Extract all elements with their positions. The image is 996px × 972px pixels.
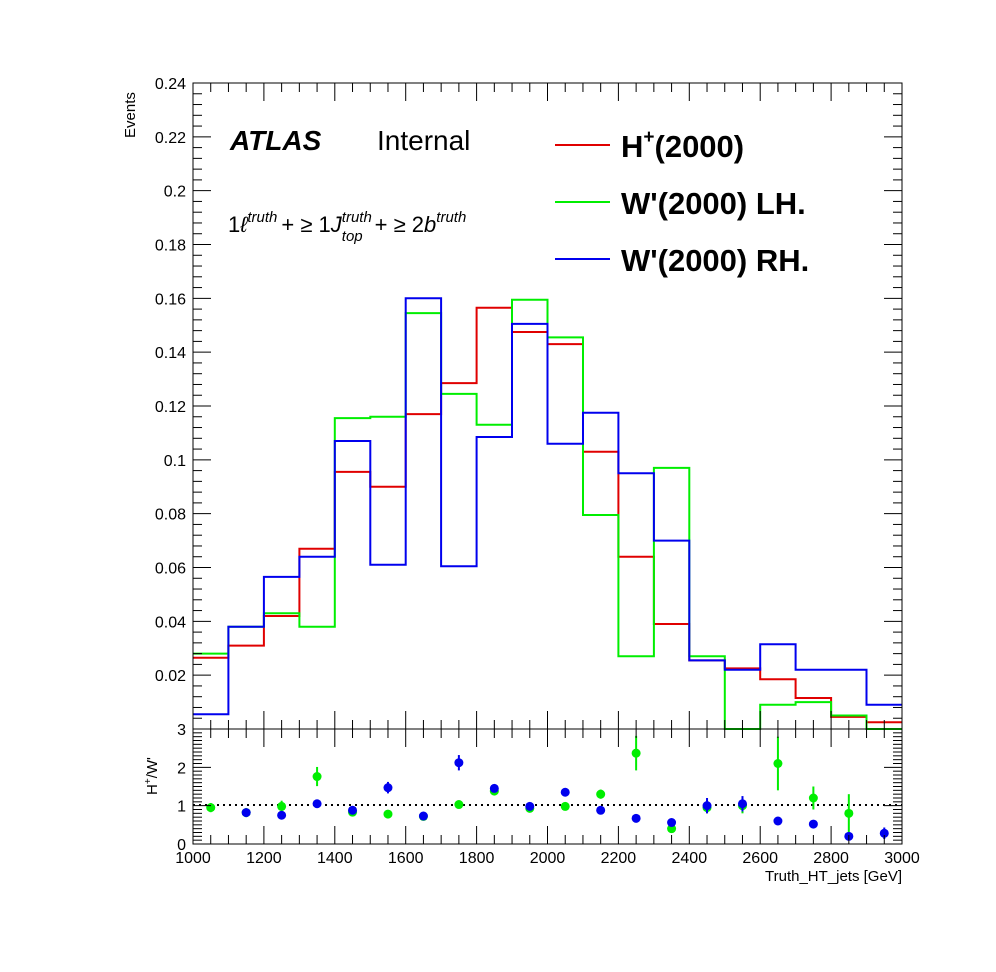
x-tick-label: 1400 xyxy=(317,850,353,867)
x-tick-label: 1800 xyxy=(459,850,495,867)
x-tick-label: 2800 xyxy=(813,850,849,867)
x-tick-label: 1000 xyxy=(175,850,211,867)
ratio-point xyxy=(489,783,499,793)
ratio-point xyxy=(312,799,322,809)
ratio-point xyxy=(631,748,641,758)
ratio-point xyxy=(596,805,606,815)
atlas-label: ATLAS xyxy=(229,125,322,156)
ratio-point xyxy=(312,772,322,782)
selection-b: b xyxy=(424,212,436,237)
selection-lepton-truth: truth xyxy=(247,209,277,226)
ratio-y-tick-label: 1 xyxy=(177,799,186,816)
ratio-point xyxy=(844,808,854,818)
y-tick-label: 0.2 xyxy=(164,184,186,201)
legend-rh-label: W'(2000) RH. xyxy=(621,243,809,278)
ratio-ylabel-tail: /W' xyxy=(144,757,161,778)
selection-plus-jets: + ≥ 1 xyxy=(281,212,330,237)
main-panel: 0.02 0.04 0.06 0.08 0.1 0.12 0.14 0.16 0.18 0.2 0.… xyxy=(122,76,903,730)
legend-h-main: H xyxy=(621,129,643,164)
histogram-line-1 xyxy=(193,298,902,730)
ratio-point xyxy=(383,809,393,819)
ratio-y-tick-label: 3 xyxy=(177,722,186,739)
ratio-y-axis-title: H+/W' xyxy=(143,757,161,795)
y-tick-label: 0.18 xyxy=(155,238,186,255)
ratio-point xyxy=(702,801,712,811)
ratio-point xyxy=(277,801,287,811)
ratio-point xyxy=(773,816,783,826)
ratio-ylabel-main: H xyxy=(144,784,161,795)
main-histograms xyxy=(193,297,902,730)
ratio-point xyxy=(277,810,287,820)
selection-jet-truth: truth xyxy=(342,209,372,226)
internal-label: Internal xyxy=(377,125,470,156)
selection-jet: J xyxy=(330,212,343,237)
x-axis-title: Truth_HT_jets [GeV] xyxy=(765,868,902,885)
y-tick-label: 0.04 xyxy=(155,614,186,631)
y-tick-label: 0.12 xyxy=(155,399,186,416)
legend-lh-label: W'(2000) LH. xyxy=(621,186,806,221)
ratio-point xyxy=(808,793,818,803)
y-tick-label: 0.14 xyxy=(155,345,186,362)
ratio-point xyxy=(454,758,464,768)
selection-label: 1ℓtruth + ≥ 1Jtruth top + ≥ 2btruth xyxy=(228,209,466,245)
ratio-point xyxy=(631,813,641,823)
selection-one: 1 xyxy=(228,212,240,237)
histogram-2 xyxy=(193,297,902,716)
ratio-point xyxy=(418,811,428,821)
ratio-point xyxy=(560,801,570,811)
ratio-point xyxy=(560,787,570,797)
ratio-point xyxy=(596,789,606,799)
x-tick-label: 3000 xyxy=(884,850,920,867)
ratio-axis-ticks: 0 1 2 3 1000 1200 1400 1600 1800 2000 2200 2400 2600… xyxy=(175,722,920,867)
ratio-point xyxy=(241,808,251,818)
histogram-line-2 xyxy=(193,297,902,716)
y-tick-label: 0.1 xyxy=(164,453,186,470)
y-tick-label: 0.16 xyxy=(155,291,186,308)
x-tick-label: 1600 xyxy=(388,850,424,867)
ratio-point xyxy=(525,801,535,811)
y-tick-label: 0.02 xyxy=(155,668,186,685)
ratio-point xyxy=(773,759,783,768)
selection-lepton: ℓ xyxy=(239,212,248,237)
ratio-point xyxy=(454,800,464,810)
selection-jet-top: top xyxy=(342,228,363,245)
ratio-point xyxy=(808,819,818,829)
ratio-point xyxy=(667,818,677,828)
ratio-point xyxy=(348,805,358,815)
ratio-y-tick-label: 2 xyxy=(177,760,186,777)
x-tick-label: 2600 xyxy=(742,850,778,867)
selection-plus-b: + ≥ 2 xyxy=(375,212,424,237)
y-tick-label: 0.24 xyxy=(155,76,186,93)
ratio-frame xyxy=(192,728,903,845)
legend-h-sup: + xyxy=(643,127,654,148)
ratio-point xyxy=(737,799,747,809)
x-tick-label: 1200 xyxy=(246,850,282,867)
main-y-axis-title: Events xyxy=(122,92,139,138)
legend-h-label: H+(2000) xyxy=(621,127,744,164)
x-tick-label: 2200 xyxy=(601,850,637,867)
ratio-panel: 0 1 2 3 1000 1200 1400 1600 1800 2000 2200 2400 2600… xyxy=(143,722,920,885)
selection-b-truth: truth xyxy=(436,209,466,226)
x-tick-label: 2400 xyxy=(672,850,708,867)
y-tick-label: 0.22 xyxy=(155,130,186,147)
ratio-point xyxy=(879,828,889,838)
y-tick-label: 0.06 xyxy=(155,561,186,578)
histogram-1 xyxy=(193,298,902,730)
legend-h-tail: (2000) xyxy=(655,129,745,164)
ratio-y-tick-label: 0 xyxy=(177,837,186,854)
x-tick-label: 2000 xyxy=(530,850,566,867)
ratio-point xyxy=(206,803,216,813)
ratio-ylabel-sup: + xyxy=(143,778,154,784)
legend: H+(2000) W'(2000) LH. W'(2000) RH. xyxy=(555,127,809,278)
y-tick-label: 0.08 xyxy=(155,507,186,524)
ratio-point xyxy=(383,783,393,793)
